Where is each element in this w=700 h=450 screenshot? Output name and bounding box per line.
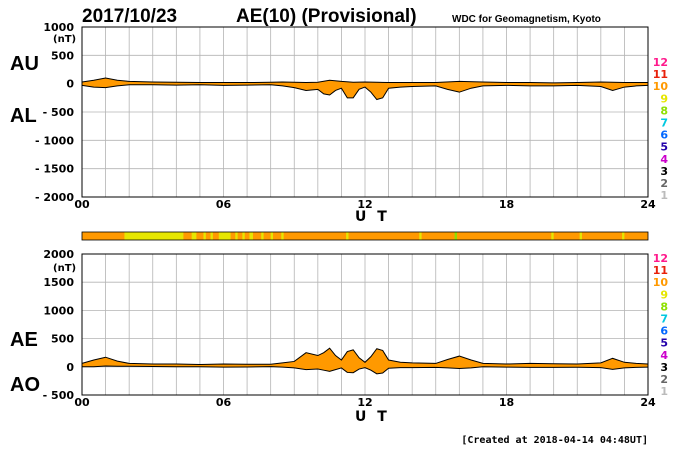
- al-label: AL: [10, 105, 37, 127]
- bottom-ytick-label: 0: [66, 361, 74, 374]
- station-bar-segment: [210, 232, 213, 240]
- top-series-au-line: [81, 77, 648, 84]
- legend-item-2: 2: [660, 177, 668, 190]
- station-bar-segment: [261, 232, 264, 240]
- au-label: AU: [10, 53, 39, 75]
- top-xtick-label: 12: [357, 198, 372, 211]
- bottom-series-ao-line: [82, 365, 649, 375]
- station-bar-segment: [218, 232, 231, 240]
- legend-item-10: 10: [653, 276, 669, 289]
- top-xtick-label: 06: [216, 198, 232, 211]
- station-bar-segment: [419, 232, 422, 240]
- legend-item-5: 5: [660, 337, 668, 350]
- date-label: 2017/10/23: [82, 6, 177, 27]
- ao-label: AO: [10, 374, 40, 396]
- legend-item-1: 1: [660, 385, 668, 398]
- chart-title: AE(10) (Provisional): [236, 6, 417, 27]
- bottom-ytick-label: 1000: [43, 304, 74, 317]
- station-bar-segment: [454, 232, 457, 240]
- bottom-xtick-label: 06: [216, 396, 232, 409]
- bottom-xtick-label: 18: [499, 396, 514, 409]
- bottom-ytick-label: 1500: [43, 276, 74, 289]
- top-ytick-label: 0: [66, 78, 74, 91]
- bottom-ytick-label: - 500: [43, 389, 75, 402]
- bottom-xtick-label: 12: [357, 396, 372, 409]
- bottom-xtick-label: 24: [640, 396, 656, 409]
- top-ytick-label: - 500: [43, 106, 75, 119]
- station-bar-segment: [235, 232, 238, 240]
- station-bar-segment: [579, 232, 582, 240]
- legend-item-2: 2: [660, 373, 668, 386]
- legend-item-10: 10: [653, 80, 669, 93]
- legend-item-8: 8: [660, 300, 668, 313]
- bottom-series-ae-line: [81, 347, 649, 366]
- source-label: WDC for Geomagnetism, Kyoto: [452, 14, 601, 25]
- station-bar-segment: [249, 232, 253, 240]
- legend-item-7: 7: [660, 313, 668, 326]
- top-plot-frame: [81, 26, 649, 198]
- station-bar-segment: [346, 232, 349, 240]
- legend-item-8: 8: [660, 104, 668, 117]
- legend-item-6: 6: [660, 129, 668, 142]
- station-bar-segment: [622, 232, 625, 240]
- bottom-x-axis-title: U T: [355, 409, 390, 425]
- station-bar-segment: [270, 232, 274, 240]
- legend-item-1: 1: [660, 189, 668, 202]
- bottom-ytick-label: 500: [51, 333, 74, 346]
- top-xtick-label: 24: [640, 198, 656, 211]
- legend-item-11: 11: [653, 68, 668, 81]
- legend-item-4: 4: [660, 349, 668, 362]
- station-bar-segment: [281, 232, 284, 240]
- top-ytick-label: - 1500: [35, 163, 74, 176]
- top-ytick-label: - 1000: [35, 134, 74, 147]
- bottom-xtick-label: 00: [74, 396, 90, 409]
- legend-item-3: 3: [660, 165, 668, 178]
- station-bar-segment: [124, 232, 184, 240]
- top-ytick-label: 1000: [43, 21, 74, 34]
- legend-item-4: 4: [660, 153, 668, 166]
- station-bar-segment: [551, 232, 554, 240]
- station-bar-segment: [242, 232, 245, 240]
- legend-item-5: 5: [660, 141, 668, 154]
- bottom-unit-label: (nT): [53, 263, 76, 274]
- top-ytick-label: - 2000: [35, 191, 74, 204]
- legend-item-6: 6: [660, 325, 668, 338]
- created-timestamp: [Created at 2018-04-14 04:48UT]: [461, 435, 648, 446]
- ae-label: AE: [10, 329, 38, 351]
- legend-item-12: 12: [653, 252, 668, 265]
- top-area-fill: [82, 78, 648, 100]
- legend-item-12: 12: [653, 56, 668, 69]
- station-bar-frame: [81, 231, 649, 241]
- station-bar-segment: [203, 232, 206, 240]
- bottom-ytick-label: 2000: [43, 248, 74, 261]
- top-xtick-label: 18: [499, 198, 514, 211]
- legend-item-11: 11: [653, 264, 668, 277]
- legend-item-9: 9: [660, 288, 668, 301]
- top-ytick-label: 500: [51, 49, 74, 62]
- station-count-bar: [81, 231, 649, 241]
- legend-item-3: 3: [660, 361, 668, 374]
- bottom-plot-frame: [81, 253, 649, 396]
- top-unit-label: (nT): [53, 34, 76, 45]
- legend-item-9: 9: [660, 92, 668, 105]
- legend-item-7: 7: [660, 117, 668, 130]
- station-bar-segment: [191, 232, 197, 240]
- top-xtick-label: 00: [74, 198, 90, 211]
- top-x-axis-title: U T: [355, 209, 390, 225]
- top-series-al-line: [81, 84, 649, 101]
- station-bar-base: [82, 232, 648, 240]
